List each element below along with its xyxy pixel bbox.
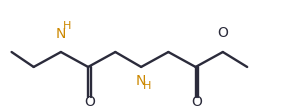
Text: N: N [56,27,66,41]
Text: O: O [192,95,202,109]
Text: O: O [217,26,228,40]
Text: O: O [84,95,95,109]
Text: H: H [143,81,151,91]
Text: N: N [136,74,146,88]
Text: H: H [63,21,71,31]
